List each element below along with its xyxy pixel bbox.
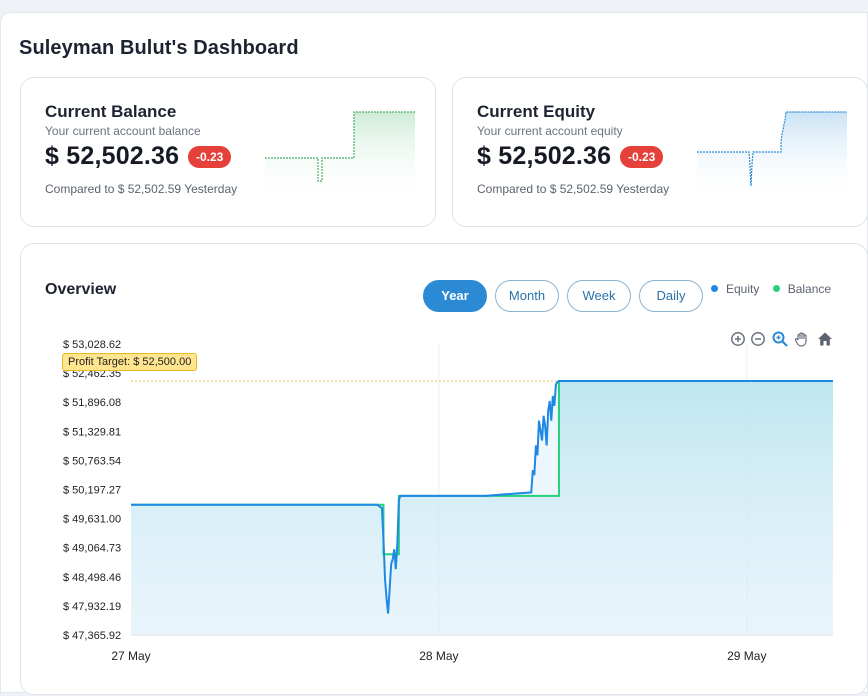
x-tick-label: 29 May	[727, 649, 766, 663]
current-balance-card: Current Balance Your current account bal…	[20, 77, 436, 227]
balance-value: $ 52,502.36	[45, 142, 180, 170]
legend-item-equity[interactable]: Equity	[711, 282, 759, 296]
balance-area	[131, 381, 833, 635]
zoom-out-icon[interactable]	[749, 330, 767, 348]
balance-change-badge: -0.23	[188, 146, 232, 168]
balance-spark-area	[265, 112, 415, 200]
legend-equity-marker	[711, 285, 718, 292]
x-tick-label: 28 May	[419, 649, 458, 663]
pan-hand-icon[interactable]	[793, 330, 811, 348]
y-tick-label: $ 50,197.27	[63, 485, 121, 497]
home-reset-icon[interactable]	[816, 330, 834, 348]
profit-target-label: Profit Target: $ 52,500.00	[62, 353, 198, 371]
equity-line	[131, 380, 833, 614]
tab-week[interactable]: Week	[567, 280, 631, 312]
legend-equity-label: Equity	[726, 282, 760, 296]
y-tick-label: $ 49,631.00	[63, 514, 121, 526]
y-tick-label: $ 49,064.73	[63, 543, 121, 555]
zoom-selection-icon[interactable]	[771, 330, 789, 348]
legend-balance-label: Balance	[787, 282, 832, 296]
equity-spark-area	[697, 112, 847, 200]
y-tick-label: $ 50,763.54	[63, 455, 121, 467]
equity-spark-line	[697, 111, 847, 187]
overview-chart: $ 53,028.62 $ 52,462.35 $ 51,896.08 $ 51,32…	[63, 339, 833, 663]
overview-card: Overview Year Month Week Daily Equity Ba…	[20, 243, 868, 695]
legend-item-balance[interactable]: Balance	[772, 282, 832, 296]
y-tick-label: $ 48,498.46	[63, 572, 121, 584]
balance-compare-text: Compared to $ 52,502.59 Yesterday	[45, 182, 238, 196]
legend-balance-marker	[772, 285, 780, 292]
equity-card-title: Current Equity	[477, 102, 596, 121]
dashboard-page: Suleyman Bulut's Dashboard Current Balan…	[0, 12, 868, 695]
balance-sparkline	[265, 111, 415, 200]
zoom-in-icon[interactable]	[729, 330, 747, 348]
tab-daily[interactable]: Daily	[639, 280, 703, 312]
balance-card-title: Current Balance	[45, 102, 177, 121]
balance-card-subtitle: Your current account balance	[45, 124, 201, 138]
overview-title: Overview	[45, 281, 117, 298]
equity-area	[131, 381, 833, 635]
balance-spark-line	[265, 111, 415, 182]
x-tick-label: 27 May	[111, 649, 150, 663]
y-tick-label: $ 53,028.62	[63, 339, 121, 351]
y-tick-label: $ 51,329.81	[63, 426, 121, 438]
y-tick-label: $ 51,896.08	[63, 397, 121, 409]
tab-year[interactable]: Year	[423, 280, 487, 312]
equity-card-subtitle: Your current account equity	[477, 124, 623, 138]
equity-sparkline	[697, 111, 847, 200]
y-tick-label: $ 52,462.35	[63, 368, 121, 380]
tab-month[interactable]: Month	[495, 280, 559, 312]
equity-value: $ 52,502.36	[477, 142, 612, 170]
chart-legend: Equity Balance	[711, 282, 841, 296]
y-tick-label: $ 47,365.92	[63, 630, 121, 642]
equity-change-badge: -0.23	[620, 146, 664, 168]
page-title: Suleyman Bulut's Dashboard	[19, 37, 299, 59]
current-equity-card: Current Equity Your current account equi…	[452, 77, 868, 227]
y-tick-label: $ 47,932.19	[63, 601, 121, 613]
equity-compare-text: Compared to $ 52,502.59 Yesterday	[477, 182, 670, 196]
